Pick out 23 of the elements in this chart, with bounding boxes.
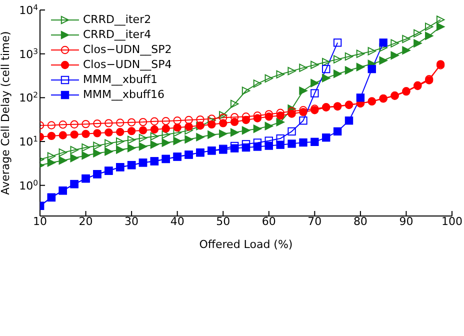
x-tick-label: 100	[442, 214, 462, 228]
y-axis-title: Average Cell Delay (cell time)	[0, 31, 12, 195]
legend-label: MMM__xbuff1	[83, 72, 158, 87]
legend-label: CRRD__iter2	[83, 12, 152, 27]
x-tick-label: 30	[124, 214, 139, 228]
x-tick-label: 20	[78, 214, 93, 228]
legend-label: MMM__xbuff16	[83, 87, 165, 102]
x-tick-label: 40	[170, 214, 184, 228]
legend-label: Clos−UDN__SP2	[83, 42, 172, 57]
x-tick-label: 60	[262, 214, 276, 228]
legend-label: CRRD__iter4	[83, 27, 152, 42]
x-tick-label: 10	[33, 214, 47, 228]
x-axis-title: Offered Load (%)	[199, 238, 293, 251]
y-tick-label: 10$^{1}$	[19, 134, 38, 149]
x-tick-label: 70	[308, 214, 322, 228]
y-tick-label: 10$^{3}$	[19, 46, 38, 61]
y-tick-label: 10$^{4}$	[19, 2, 38, 17]
x-tick-label: 90	[399, 214, 414, 228]
y-tick-label: 10$^{2}$	[19, 90, 38, 105]
x-tick-label: 80	[353, 214, 368, 228]
x-tick-label: 50	[216, 214, 230, 228]
y-tick-label: 10$^{0}$	[19, 178, 38, 192]
legend-label: Clos−UDN__SP4	[83, 57, 172, 72]
